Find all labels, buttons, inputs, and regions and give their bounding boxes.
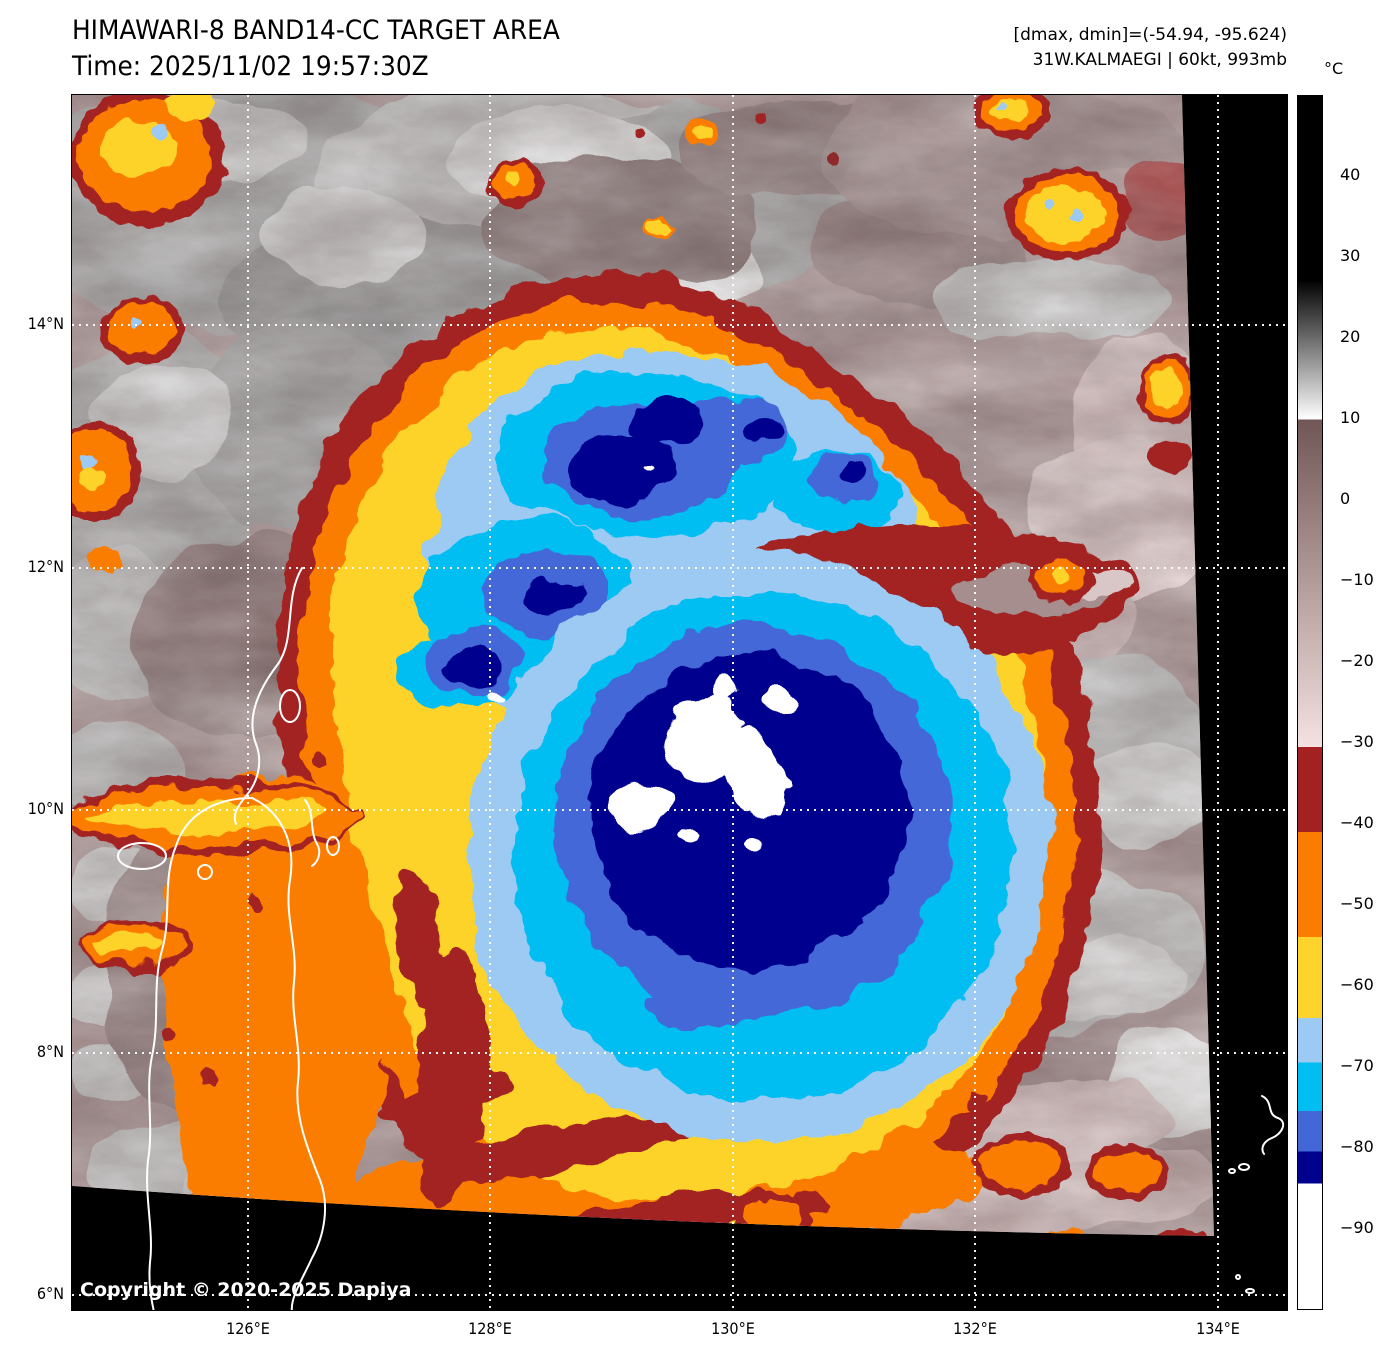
coastline-mindanao-east bbox=[251, 797, 326, 1310]
timestamp: Time: 2025/11/02 19:57:30Z bbox=[72, 51, 429, 82]
islet bbox=[1228, 1168, 1236, 1174]
gridline-lat-10 bbox=[72, 809, 1287, 812]
gridline-lon-134 bbox=[1216, 95, 1219, 1310]
colorbar-tick-label--40: −40 bbox=[1340, 813, 1374, 832]
coastlines bbox=[117, 567, 1285, 1310]
copyright-text: Copyright © 2020-2025 Dapiya bbox=[80, 1279, 412, 1301]
islet bbox=[1238, 1163, 1250, 1171]
gridline-lat-6 bbox=[72, 1294, 1287, 1297]
colorbar-tick-label--70: −70 bbox=[1340, 1056, 1374, 1075]
colorbar-tick-label--80: −80 bbox=[1340, 1137, 1374, 1156]
storm-info-annotation: 31W.KALMAEGI | 60kt, 993mb bbox=[1032, 50, 1287, 70]
gridline-lon-130 bbox=[731, 95, 734, 1310]
island-siargao bbox=[326, 836, 340, 856]
island-outline bbox=[279, 689, 301, 723]
gridline-lat-14 bbox=[72, 324, 1287, 327]
page-title: HIMAWARI-8 BAND14-CC TARGET AREA bbox=[72, 15, 560, 46]
colorbar-tick-label-10: 10 bbox=[1340, 408, 1361, 427]
colorbar-unit-label: °C bbox=[1324, 59, 1344, 78]
colorbar-tick-label--60: −60 bbox=[1340, 975, 1374, 994]
colorbar-tick-label--20: −20 bbox=[1340, 651, 1374, 670]
colorbar-tick-label-20: 20 bbox=[1340, 327, 1361, 346]
islet bbox=[1245, 1288, 1255, 1294]
lat-axis-label-6: 6°N bbox=[36, 1284, 64, 1304]
gridline-lon-132 bbox=[974, 95, 977, 1310]
lon-axis-label-130: 130°E bbox=[710, 1319, 755, 1338]
satellite-image bbox=[72, 95, 1287, 1310]
lon-axis-label-126: 126°E bbox=[225, 1319, 270, 1338]
lat-axis-label-10: 10°N bbox=[27, 799, 64, 819]
colorbar-tick-label-0: 0 bbox=[1340, 489, 1351, 508]
island-camiguin bbox=[197, 864, 213, 880]
dmax-dmin-annotation: [dmax, dmin]=(-54.94, -95.624) bbox=[1013, 25, 1288, 45]
colorbar-tick-label--50: −50 bbox=[1340, 894, 1374, 913]
lat-axis-label-8: 8°N bbox=[36, 1041, 64, 1061]
gridline-lat-12 bbox=[72, 566, 1287, 569]
lon-axis-label-128: 128°E bbox=[468, 1319, 513, 1338]
colorbar-tick-label-30: 30 bbox=[1340, 246, 1361, 265]
island-bohol bbox=[117, 842, 167, 870]
coastline-east-islands bbox=[1261, 1095, 1285, 1155]
lat-axis-label-14: 14°N bbox=[27, 314, 64, 334]
gridline-lon-126 bbox=[246, 95, 249, 1310]
gridline-lon-128 bbox=[489, 95, 492, 1310]
coastline-leyte bbox=[233, 567, 303, 825]
colorbar-tick-label--10: −10 bbox=[1340, 570, 1374, 589]
gridline-lat-8 bbox=[72, 1051, 1287, 1054]
colorbar-tick-label--30: −30 bbox=[1340, 732, 1374, 751]
islet bbox=[1235, 1274, 1241, 1280]
coastline-mindanao-west bbox=[146, 797, 253, 1310]
central-dense-overcast bbox=[467, 551, 1051, 1142]
warm-spots bbox=[72, 95, 1206, 1236]
lat-axis-label-12: 12°N bbox=[27, 556, 64, 576]
island-dinagat bbox=[304, 799, 321, 867]
colorbar-tick-label--90: −90 bbox=[1340, 1218, 1374, 1237]
lon-axis-label-132: 132°E bbox=[953, 1319, 998, 1338]
data-swath bbox=[72, 95, 1214, 1236]
colorbar bbox=[1297, 95, 1323, 1310]
lon-axis-label-134: 134°E bbox=[1195, 1319, 1240, 1338]
colorbar-tick-label-40: 40 bbox=[1340, 165, 1361, 184]
